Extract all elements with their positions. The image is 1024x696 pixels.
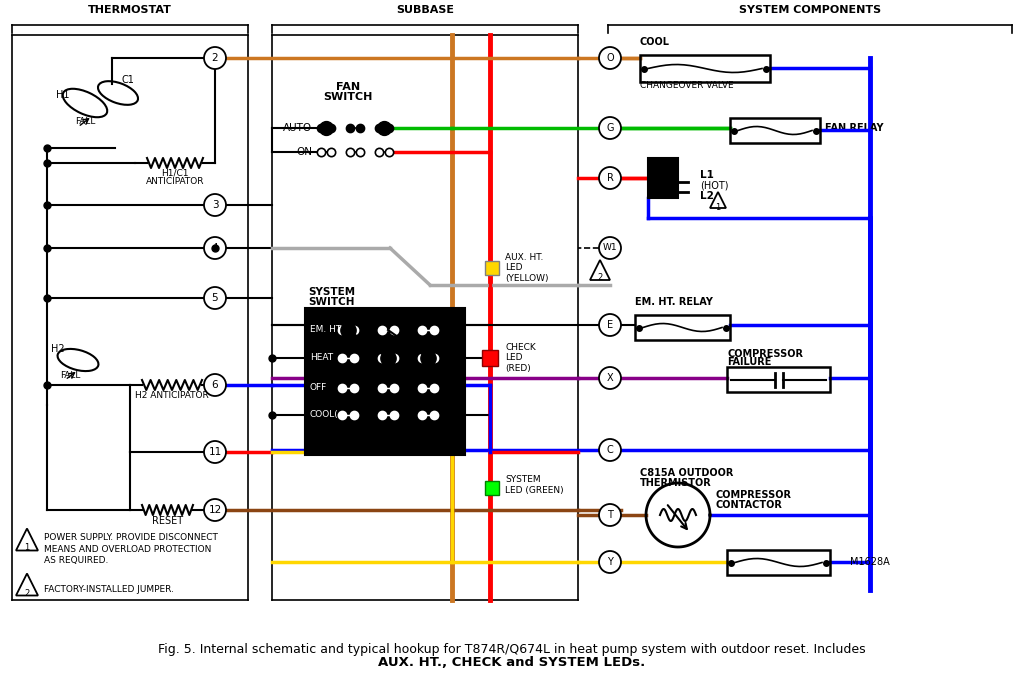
Text: (RED): (RED) [505,363,530,372]
Text: SYSTEM COMPONENTS: SYSTEM COMPONENTS [739,5,881,15]
Circle shape [599,551,621,573]
Text: AUTO: AUTO [283,123,312,133]
Circle shape [599,504,621,526]
Text: 2: 2 [212,53,218,63]
Text: C1: C1 [122,75,134,85]
Text: AUX. HT., CHECK and SYSTEM LEDs.: AUX. HT., CHECK and SYSTEM LEDs. [379,656,645,670]
Text: SYSTEM: SYSTEM [308,287,355,297]
Text: FALL: FALL [59,372,80,381]
Circle shape [204,287,226,309]
Text: SUBBASE: SUBBASE [396,5,454,15]
Text: M1628A: M1628A [850,557,890,567]
Text: 11: 11 [208,447,221,457]
Circle shape [599,314,621,336]
FancyBboxPatch shape [305,308,465,455]
Text: FAILURE: FAILURE [727,357,771,367]
Circle shape [204,237,226,259]
Text: EM. HT. RELAY: EM. HT. RELAY [635,297,713,307]
Text: X: X [606,373,613,383]
Circle shape [599,367,621,389]
Text: 12: 12 [208,505,221,515]
Text: LED (GREEN): LED (GREEN) [505,486,563,494]
Text: C: C [606,445,613,455]
Circle shape [204,441,226,463]
Text: SWITCH: SWITCH [324,92,373,102]
Text: LED: LED [505,354,522,363]
Text: MEANS AND OVERLOAD PROTECTION: MEANS AND OVERLOAD PROTECTION [44,544,211,553]
Text: AS REQUIRED.: AS REQUIRED. [44,555,109,564]
Text: COMPRESSOR: COMPRESSOR [715,490,791,500]
Text: R: R [606,173,613,183]
Text: T: T [607,510,613,520]
Text: C815A OUTDOOR: C815A OUTDOOR [640,468,733,478]
Circle shape [599,167,621,189]
Circle shape [599,237,621,259]
Text: THERMISTOR: THERMISTOR [640,478,712,488]
Text: H1/C1: H1/C1 [161,168,188,177]
Circle shape [599,47,621,69]
Text: FALL: FALL [75,118,95,127]
Text: E: E [607,320,613,330]
Circle shape [204,499,226,521]
Text: LED: LED [505,264,522,273]
Text: L1: L1 [700,170,714,180]
Text: G: G [606,123,613,133]
Circle shape [204,194,226,216]
Text: ANTICIPATOR: ANTICIPATOR [145,177,204,186]
Text: 2: 2 [597,274,603,283]
Text: 1: 1 [716,203,721,212]
Text: AUX. HT.: AUX. HT. [505,253,544,262]
Text: EM. HT.: EM. HT. [310,326,343,335]
FancyBboxPatch shape [648,158,678,198]
Text: FAN: FAN [336,82,360,92]
Text: HEAT: HEAT [310,354,333,363]
Text: CHECK: CHECK [505,344,536,352]
Text: (HOT): (HOT) [700,180,728,190]
Text: SWITCH: SWITCH [308,297,354,307]
Text: (YELLOW): (YELLOW) [505,274,549,283]
Text: OFF: OFF [310,383,328,393]
Circle shape [599,117,621,139]
Text: 6: 6 [212,380,218,390]
Text: W1: W1 [603,244,617,253]
Text: POWER SUPPLY. PROVIDE DISCONNECT: POWER SUPPLY. PROVIDE DISCONNECT [44,534,218,542]
Text: 4: 4 [212,243,218,253]
Text: L2: L2 [700,191,714,201]
Text: FAN RELAY: FAN RELAY [825,123,884,133]
Text: COMPRESSOR: COMPRESSOR [727,349,803,359]
Text: H2 ANTICIPATOR: H2 ANTICIPATOR [135,391,209,400]
Text: H2: H2 [51,344,65,354]
Text: 5: 5 [212,293,218,303]
Text: 3: 3 [212,200,218,210]
Text: COOL(: COOL( [310,411,339,420]
Text: 2: 2 [25,589,30,597]
Text: COOL: COOL [640,37,670,47]
Text: O: O [606,53,613,63]
Text: Y: Y [607,557,613,567]
Text: FACTORY-INSTALLED JUMPER.: FACTORY-INSTALLED JUMPER. [44,585,174,594]
Text: 1: 1 [25,544,30,553]
Text: Fig. 5. Internal schematic and typical hookup for T874R/Q674L in heat pump syste: Fig. 5. Internal schematic and typical h… [158,644,866,656]
Text: THERMOSTAT: THERMOSTAT [88,5,172,15]
Text: RESET: RESET [153,516,183,526]
Text: SYSTEM: SYSTEM [505,475,541,484]
Text: CHANGEOVER VALVE: CHANGEOVER VALVE [640,81,733,90]
Circle shape [204,374,226,396]
Circle shape [204,47,226,69]
Text: CONTACTOR: CONTACTOR [715,500,782,510]
Text: ON: ON [296,147,312,157]
Circle shape [599,439,621,461]
Text: H1: H1 [56,90,70,100]
